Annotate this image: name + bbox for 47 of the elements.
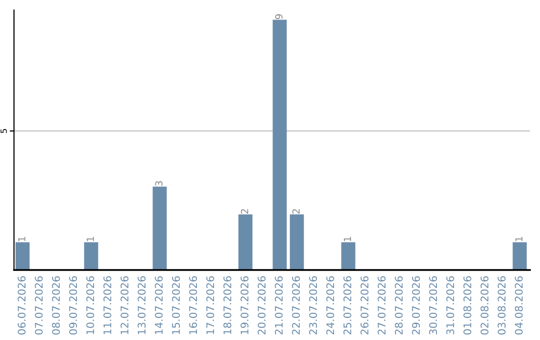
x-tick-label: 19.07.2026 — [240, 276, 248, 334]
x-tick-label: 31.07.2026 — [446, 276, 454, 334]
data-label: 1 — [344, 236, 351, 242]
x-tick-label: 07.07.2026 — [34, 276, 43, 335]
bar — [272, 20, 287, 270]
x-tick-label: 16.07.2026 — [189, 276, 198, 334]
x-tick-label: 30.07.2026 — [429, 276, 438, 334]
x-tick-label: 12.07.2026 — [120, 276, 128, 334]
y-tick-label: 5 — [0, 129, 7, 133]
x-tick-label: 11.07.2026 — [103, 276, 112, 334]
x-tick-label: 20.07.2026 — [258, 276, 266, 334]
bar — [512, 242, 527, 270]
bar — [341, 242, 356, 270]
data-label: 3 — [155, 181, 163, 186]
x-tick-label: 22.07.2026 — [292, 276, 300, 334]
x-tick-label: 10.07.2026 — [86, 276, 94, 334]
data-label: 2 — [240, 209, 248, 214]
x-tick-label: 17.07.2026 — [206, 276, 214, 334]
x-tick-label: 29.07.2026 — [412, 276, 420, 334]
x-tick-label: 24.07.2026 — [326, 276, 334, 334]
bar — [152, 186, 167, 270]
bar — [238, 214, 252, 270]
x-tick-label: 04.08.2026 — [514, 276, 523, 335]
data-label: 1 — [18, 236, 26, 242]
bar — [84, 242, 98, 270]
x-tick-label: 09.07.2026 — [69, 276, 78, 335]
x-tick-label: 18.07.2026 — [223, 276, 232, 334]
x-tick-label: 28.07.2026 — [394, 276, 403, 334]
data-label: 1 — [86, 236, 94, 242]
x-tick-label: 01.08.2026 — [463, 276, 472, 335]
x-tick-label: 13.07.2026 — [138, 276, 146, 334]
data-label: 9 — [275, 14, 283, 20]
x-tick-label: 21.07.2026 — [274, 276, 283, 334]
bar — [16, 242, 30, 270]
x-tick-label: 14.07.2026 — [154, 276, 163, 334]
x-tick-label: 26.07.2026 — [360, 276, 368, 334]
bar — [290, 214, 304, 270]
data-label: 1 — [515, 236, 522, 242]
x-tick-label: 08.07.2026 — [52, 276, 60, 335]
x-tick-label: 25.07.2026 — [343, 276, 352, 334]
x-tick-label: 03.08.2026 — [498, 276, 506, 335]
data-label: 2 — [292, 209, 300, 214]
x-tick-label: 27.07.2026 — [378, 276, 386, 334]
x-tick-label: 06.07.2026 — [18, 276, 26, 335]
x-tick-label: 02.08.2026 — [480, 276, 488, 335]
x-tick-label: 15.07.2026 — [172, 276, 180, 334]
x-tick-label: 23.07.2026 — [309, 276, 318, 334]
